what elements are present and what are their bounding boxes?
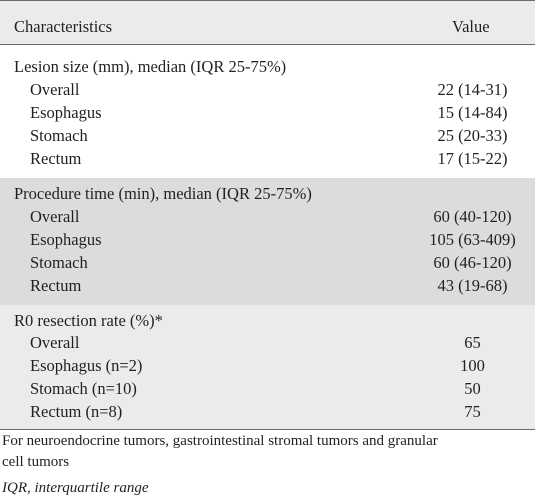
row-label: Overall [30, 333, 80, 352]
table-row: Stomach (n=10) 50 [0, 377, 535, 400]
table-row: Esophagus 105 (63-409) [0, 228, 535, 251]
footnote-abbreviation: IQR, interquartile range [2, 480, 149, 496]
row-value: 50 [464, 379, 481, 398]
section-procedure-time: Procedure time (min), median (IQR 25-75%… [0, 178, 535, 305]
header-value: Value [452, 17, 490, 36]
table-row: Stomach 25 (20-33) [0, 124, 535, 147]
table-row: Stomach 60 (46-120) [0, 251, 535, 274]
row-value: 25 (20-33) [437, 126, 508, 145]
table-row: Overall 60 (40-120) [0, 205, 535, 228]
section-lesion-size: Lesion size (mm), median (IQR 25-75%) Ov… [0, 50, 535, 177]
row-value: 60 (40-120) [433, 207, 512, 226]
row-label: Rectum [30, 276, 82, 295]
row-value: 22 (14-31) [437, 80, 508, 99]
table-row: Overall 65 [0, 331, 535, 354]
table-row: Overall 22 (14-31) [0, 78, 535, 101]
section-title: Lesion size (mm), median (IQR 25-75%) [14, 57, 287, 76]
row-value: 100 [460, 356, 485, 375]
table-header: Characteristics Value [0, 0, 535, 45]
section-r0-resection: R0 resection rate (%)* Overall 65 Esopha… [0, 305, 535, 429]
row-value: 43 (19-68) [437, 276, 508, 295]
row-value: 60 (46-120) [433, 253, 512, 272]
row-value: 105 (63-409) [429, 230, 516, 249]
row-value: 17 (15-22) [437, 149, 508, 168]
row-label: Stomach (n=10) [30, 379, 137, 398]
header-characteristics: Characteristics [14, 17, 113, 36]
row-label: Esophagus (n=2) [30, 356, 143, 375]
row-value: 75 [464, 402, 481, 421]
row-label: Esophagus [30, 230, 102, 249]
footnote-line: For neuroendocrine tumors, gastrointesti… [2, 433, 438, 449]
table-row: Rectum (n=8) 75 [0, 400, 535, 423]
row-label: Overall [30, 80, 80, 99]
row-value: 15 (14-84) [437, 103, 508, 122]
section-title-row: R0 resection rate (%)* [0, 309, 535, 332]
row-label: Stomach [30, 126, 88, 145]
table-footnotes: For neuroendocrine tumors, gastrointesti… [0, 429, 535, 499]
section-title: R0 resection rate (%)* [14, 311, 163, 330]
row-label: Esophagus [30, 103, 102, 122]
table-row: Rectum 43 (19-68) [0, 274, 535, 297]
table-row: Esophagus 15 (14-84) [0, 101, 535, 124]
row-label: Rectum [30, 149, 82, 168]
footnote-line: cell tumors [2, 454, 70, 470]
row-label: Stomach [30, 253, 88, 272]
section-title-row: Lesion size (mm), median (IQR 25-75%) [0, 55, 535, 78]
row-label: Rectum (n=8) [30, 402, 123, 421]
section-title: Procedure time (min), median (IQR 25-75%… [14, 184, 312, 203]
row-value: 65 [464, 333, 481, 352]
section-title-row: Procedure time (min), median (IQR 25-75%… [0, 182, 535, 205]
row-label: Overall [30, 207, 80, 226]
table-row: Esophagus (n=2) 100 [0, 354, 535, 377]
table-row: Rectum 17 (15-22) [0, 147, 535, 170]
